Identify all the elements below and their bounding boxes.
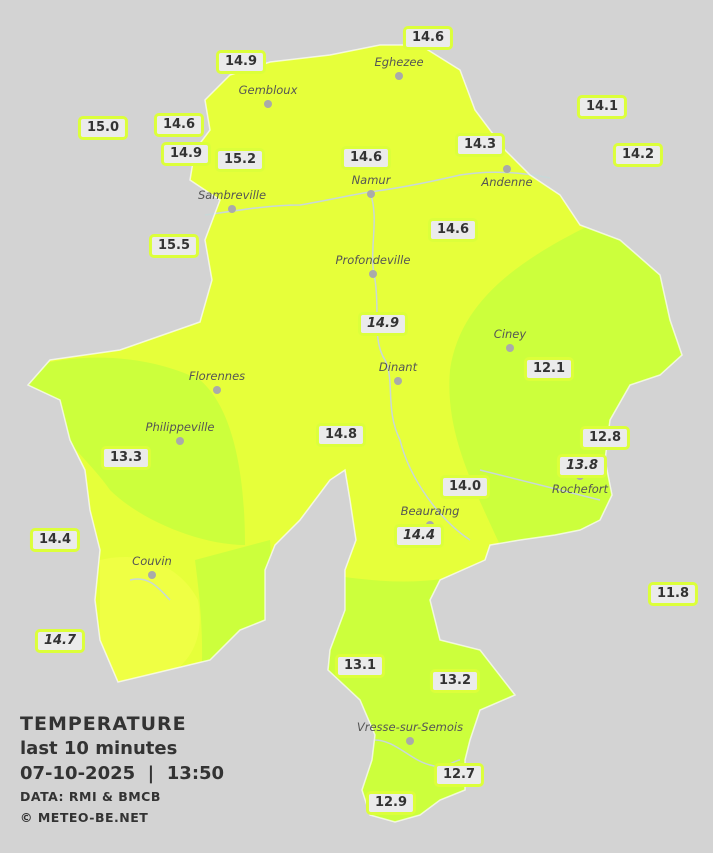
town-label: Gembloux — [238, 83, 298, 97]
temperature-station-badge[interactable]: 13.3 — [100, 446, 152, 470]
legend-datetime: 07-10-2025 | 13:50 — [20, 763, 225, 784]
temperature-station-badge[interactable]: 14.9 — [215, 50, 267, 74]
town-label: Eghezee — [374, 55, 424, 69]
town-label: Profondeville — [335, 253, 411, 267]
temperature-station-badge[interactable]: 14.3 — [454, 133, 506, 157]
temperature-station-badge[interactable]: 12.1 — [523, 357, 575, 381]
temperature-station-badge[interactable]: 15.2 — [214, 148, 266, 172]
temperature-station-badge[interactable]: 14.1 — [576, 95, 628, 119]
temperature-station-badge[interactable]: 15.5 — [148, 234, 200, 258]
town-marker — [148, 571, 156, 579]
temperature-station-badge[interactable]: 12.9 — [365, 791, 417, 815]
town-label: Rochefort — [551, 482, 609, 496]
temperature-station-badge[interactable]: 14.4 — [393, 524, 445, 548]
town-label: Florennes — [188, 369, 246, 383]
temperature-station-badge[interactable]: 12.8 — [579, 426, 631, 450]
town-label: Beauraing — [400, 504, 460, 518]
town-marker — [406, 737, 414, 745]
map-legend: TEMPERATURE last 10 minutes 07-10-2025 |… — [20, 712, 224, 828]
temperature-station-badge[interactable]: 13.1 — [334, 654, 386, 678]
temperature-station-badge[interactable]: 14.6 — [427, 218, 479, 242]
temperature-station-badge[interactable]: 14.6 — [402, 26, 454, 50]
temperature-station-badge[interactable]: 14.4 — [29, 528, 81, 552]
temperature-station-badge[interactable]: 13.2 — [429, 669, 481, 693]
town-marker — [176, 437, 184, 445]
temperature-station-badge[interactable]: 13.8 — [556, 454, 608, 478]
temperature-station-badge[interactable]: 14.0 — [439, 475, 491, 499]
temperature-station-badge[interactable]: 14.8 — [315, 423, 367, 447]
zone-15 — [100, 556, 200, 690]
town-marker — [367, 190, 375, 198]
legend-source: DATA: RMI & BMCB — [20, 789, 161, 804]
town-marker — [394, 377, 402, 385]
town-marker — [503, 165, 511, 173]
town-marker — [228, 205, 236, 213]
temperature-station-badge[interactable]: 14.6 — [340, 146, 392, 170]
town-label: Dinant — [378, 360, 418, 374]
town-marker — [264, 100, 272, 108]
zone-13-south — [300, 570, 540, 822]
town-label: Sambreville — [197, 188, 267, 202]
temperature-station-badge[interactable]: 14.2 — [612, 143, 664, 167]
temperature-station-badge[interactable]: 14.7 — [34, 629, 86, 653]
town-marker — [369, 270, 377, 278]
town-marker — [213, 386, 221, 394]
legend-copyright: © METEO-BE.NET — [20, 810, 149, 825]
temperature-station-badge[interactable]: 14.9 — [357, 312, 409, 336]
temperature-station-badge[interactable]: 11.8 — [647, 582, 699, 606]
temperature-station-badge[interactable]: 14.6 — [153, 113, 205, 137]
town-label: Ciney — [493, 327, 527, 341]
temperature-station-badge[interactable]: 14.9 — [160, 142, 212, 166]
town-marker — [395, 72, 403, 80]
temperature-station-badge[interactable]: 15.0 — [77, 116, 129, 140]
legend-period: last 10 minutes — [20, 738, 178, 759]
town-label: Philippeville — [145, 420, 215, 434]
temperature-station-badge[interactable]: 12.7 — [433, 763, 485, 787]
town-label: Vresse-sur-Semois — [356, 720, 464, 734]
town-label: Couvin — [132, 554, 172, 568]
town-label: Andenne — [481, 175, 533, 189]
legend-title: TEMPERATURE — [20, 713, 187, 735]
town-marker — [506, 344, 514, 352]
town-label: Namur — [351, 173, 391, 187]
